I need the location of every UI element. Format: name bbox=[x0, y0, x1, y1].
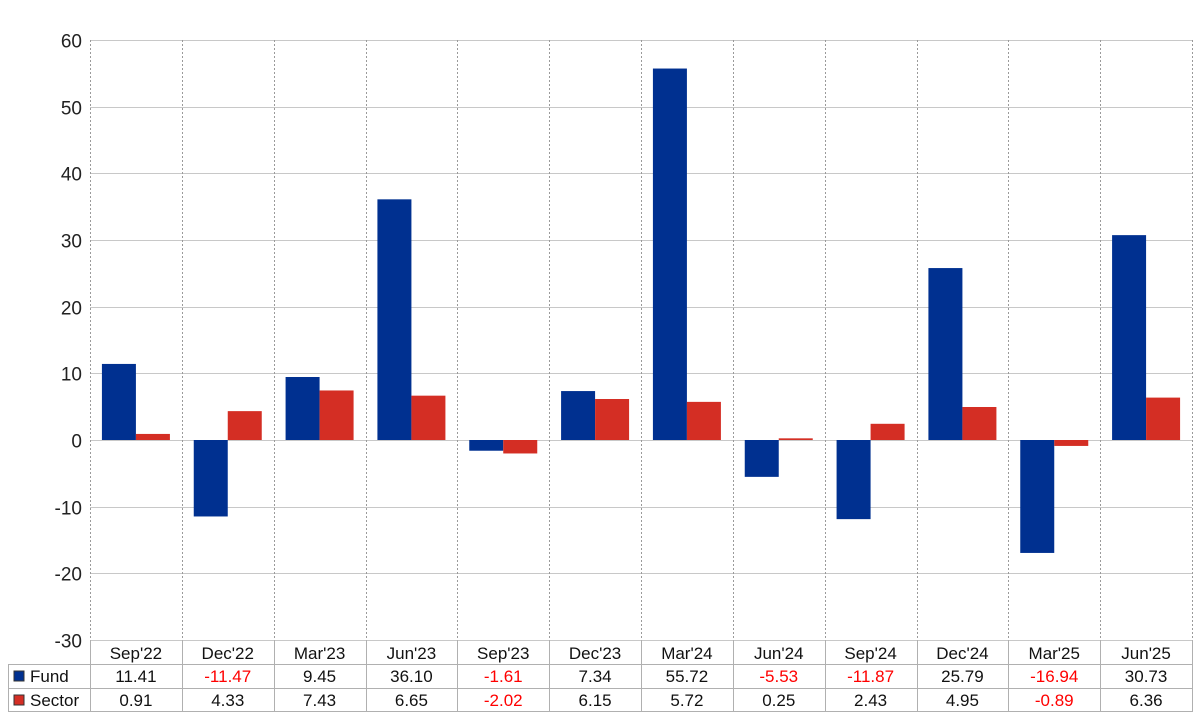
bar-sector-2 bbox=[319, 390, 354, 440]
bar-sector-7 bbox=[778, 438, 813, 440]
bar-sector-10 bbox=[1054, 440, 1089, 446]
legend-swatch-sector bbox=[13, 694, 25, 706]
x-tick-label: Sep'22 bbox=[110, 644, 162, 663]
y-tick-label: 40 bbox=[61, 165, 82, 186]
data-label-fund: 9.45 bbox=[303, 667, 336, 686]
x-tick-label: Mar'24 bbox=[661, 644, 712, 663]
data-label-fund: -1.61 bbox=[484, 667, 523, 686]
data-label-fund: -16.94 bbox=[1030, 667, 1078, 686]
bar-fund-1 bbox=[193, 440, 228, 517]
y-tick-label: -20 bbox=[55, 565, 82, 586]
legend-label-sector: Sector bbox=[30, 691, 79, 710]
data-label-fund: 11.41 bbox=[115, 667, 156, 686]
data-label-fund: 36.10 bbox=[390, 667, 433, 686]
data-label-fund: 30.73 bbox=[1125, 667, 1168, 686]
bar-sector-1 bbox=[227, 411, 262, 440]
x-tick-label: Dec'22 bbox=[202, 644, 254, 663]
data-label-sector: -0.89 bbox=[1035, 691, 1074, 710]
bar-fund-7 bbox=[744, 440, 779, 477]
data-label-sector: -2.02 bbox=[484, 691, 523, 710]
bar-fund-0 bbox=[101, 363, 136, 440]
y-tick-label: 0 bbox=[71, 432, 82, 453]
x-tick-label: Sep'23 bbox=[477, 644, 529, 663]
bar-fund-6 bbox=[652, 68, 687, 441]
y-axis: 60 50 40 30 20 10 0 -10 -20 -30 bbox=[55, 32, 82, 653]
data-label-sector: 7.43 bbox=[303, 691, 336, 710]
data-label-sector: 6.65 bbox=[395, 691, 428, 710]
y-tick-label: -30 bbox=[55, 632, 82, 653]
data-label-sector: 0.25 bbox=[762, 691, 795, 710]
y-tick-label: 20 bbox=[61, 299, 82, 320]
x-tick-label: Mar'25 bbox=[1029, 644, 1080, 663]
y-tick-label: 10 bbox=[61, 365, 82, 386]
bar-sector-8 bbox=[870, 423, 905, 440]
y-tick-label: -10 bbox=[55, 499, 82, 520]
grid-lines bbox=[90, 40, 1193, 641]
bar-sector-9 bbox=[962, 407, 997, 440]
bar-fund-10 bbox=[1020, 440, 1055, 553]
data-label-sector: 5.72 bbox=[670, 691, 703, 710]
legend-label-fund: Fund bbox=[30, 667, 69, 686]
data-label-fund: 7.34 bbox=[579, 667, 612, 686]
data-label-sector: 6.36 bbox=[1130, 691, 1163, 710]
data-label-sector: 4.33 bbox=[211, 691, 244, 710]
data-label-sector: 4.95 bbox=[946, 691, 979, 710]
y-tick-label: 30 bbox=[61, 232, 82, 253]
bar-sector-6 bbox=[686, 401, 721, 440]
bar-fund-4 bbox=[469, 440, 504, 451]
bar-fund-8 bbox=[836, 440, 871, 520]
bar-sector-11 bbox=[1146, 397, 1181, 440]
data-label-fund: 25.79 bbox=[941, 667, 984, 686]
bar-sector-5 bbox=[595, 399, 630, 440]
x-tick-label: Dec'24 bbox=[936, 644, 988, 663]
data-label-fund: 55.72 bbox=[666, 667, 709, 686]
data-label-fund: -11.87 bbox=[847, 667, 894, 686]
bars bbox=[101, 68, 1181, 553]
legend-swatch-fund bbox=[13, 670, 25, 682]
x-tick-label: Jun'24 bbox=[754, 644, 804, 663]
x-tick-label: Jun'25 bbox=[1121, 644, 1171, 663]
data-label-fund: -5.53 bbox=[759, 667, 798, 686]
bar-fund-11 bbox=[1112, 235, 1147, 440]
bar-sector-4 bbox=[503, 440, 538, 454]
x-tick-label: Sep'24 bbox=[844, 644, 896, 663]
y-tick-label: 60 bbox=[61, 32, 82, 53]
bar-fund-3 bbox=[377, 199, 412, 440]
bar-sector-3 bbox=[411, 395, 446, 440]
bar-fund-5 bbox=[561, 391, 596, 440]
bar-fund-9 bbox=[928, 268, 963, 440]
data-label-fund: -11.47 bbox=[204, 667, 251, 686]
y-tick-label: 50 bbox=[61, 99, 82, 120]
bar-sector-0 bbox=[135, 433, 170, 440]
x-tick-label: Mar'23 bbox=[294, 644, 345, 663]
data-label-sector: 2.43 bbox=[854, 691, 887, 710]
data-label-sector: 0.91 bbox=[119, 691, 152, 710]
bar-fund-2 bbox=[285, 377, 320, 440]
x-tick-label: Dec'23 bbox=[569, 644, 621, 663]
data-table: Sep'22 Dec'22 Mar'23 Jun'23 Sep'23 Dec'23 Mar'… bbox=[8, 640, 1193, 712]
data-label-sector: 6.15 bbox=[579, 691, 612, 710]
x-tick-label: Jun'23 bbox=[387, 644, 437, 663]
